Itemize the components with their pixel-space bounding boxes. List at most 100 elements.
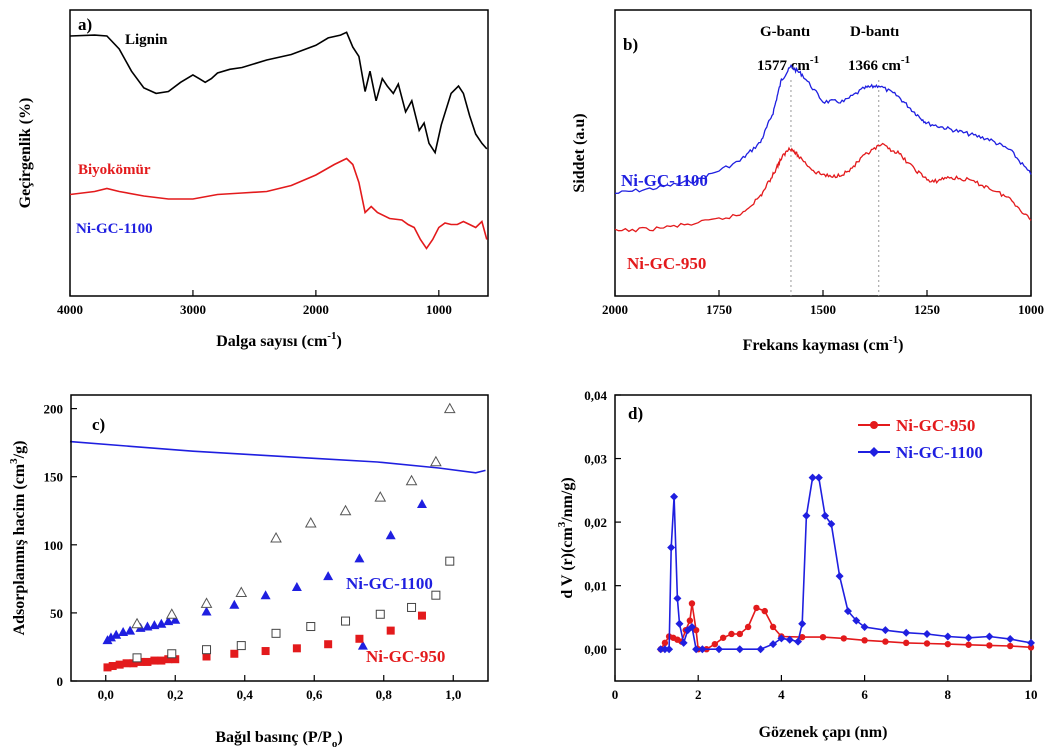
panel-c-xtick-label: 0,0 — [98, 687, 114, 702]
panel-c-label: c) — [92, 415, 105, 434]
panel-c-xtick-label: 0,2 — [167, 687, 183, 702]
panel-c-point-1 — [304, 516, 317, 528]
panel-c-point-2 — [143, 657, 152, 666]
panel-c-point-0 — [357, 640, 368, 650]
panel-b-xtick-label: 1750 — [706, 302, 732, 317]
panel-d-xtick-label: 0 — [612, 687, 619, 702]
panel-c-point-3 — [236, 641, 246, 651]
panel-d-point-0 — [944, 640, 951, 648]
panel-c-point-0 — [323, 571, 334, 581]
panel-d-point-1 — [821, 511, 830, 520]
panel-c-point-1 — [339, 504, 352, 516]
panel-a-xlabel: Dalga sayısı (cm-1) — [216, 330, 342, 350]
panel-b-xtick-label: 1500 — [810, 302, 836, 317]
panel-a-xunit-sup: -1 — [327, 330, 336, 342]
panel-d-point-0 — [840, 635, 847, 642]
panel-c-yunit: cm — [11, 463, 28, 484]
panel-c-point-0 — [111, 629, 122, 639]
panel-d-point-1 — [769, 640, 778, 649]
panel-a-ylabel: Geçirgenlik (%) — [17, 98, 34, 209]
panel-d-ytick-label: 0,04 — [584, 388, 607, 403]
panel-c-xtick-label: 1,0 — [445, 687, 461, 702]
series-label-ni-gc-1100-a: Ni-GC-1100 — [76, 221, 153, 237]
panel-c-xlabel-text: Bağıl basınç — [215, 729, 298, 746]
panel-d-point-1 — [698, 645, 707, 654]
panel-c-point-3 — [341, 616, 351, 626]
panel-c-point-2 — [108, 662, 117, 671]
panel-d-xtick-label: 8 — [945, 687, 952, 702]
panel-d-point-0 — [1007, 642, 1014, 650]
panel-d-point-1 — [1006, 635, 1015, 644]
panel-d-point-1 — [777, 634, 786, 643]
panel-c-xlabel-p: P/P — [308, 729, 332, 746]
panel-d-point-1 — [1027, 638, 1035, 647]
panel-d-point-1 — [881, 626, 890, 635]
panel-c-point-2 — [171, 655, 180, 664]
panel-d-point-0 — [661, 639, 669, 647]
series-label-ni-gc-1100-c: Ni-GC-1100 — [346, 574, 433, 593]
panel-c-xtick-label: 0,8 — [376, 687, 393, 702]
band-g-sup: -1 — [810, 54, 819, 66]
panel-c-ylabel-text: Adsorplanmış hacim — [11, 493, 28, 635]
panel-d-point-0 — [692, 626, 700, 634]
panel-a-xunit: cm — [307, 333, 328, 350]
panel-c-xlabel: Bağıl basınç (P/Po) — [215, 729, 342, 750]
panel-d-point-1 — [687, 622, 696, 631]
panel-c-point-0 — [118, 626, 129, 636]
panel-d-xtick-label: 4 — [778, 687, 785, 702]
panel-b-raman: b) G-bantı 1577 cm-1 D-bantı 1366 cm-1 F… — [571, 9, 1044, 354]
panel-c-ytick-label: 100 — [44, 538, 64, 553]
panel-d-point-0 — [744, 623, 752, 631]
panel-d-point-1 — [852, 616, 861, 625]
panel-c-point-2 — [103, 663, 112, 672]
panel-d-point-1 — [660, 645, 669, 654]
panel-c-ytick-label: 50 — [50, 606, 63, 621]
panel-c-point-3 — [431, 590, 441, 600]
panel-a-label: a) — [78, 15, 92, 34]
panel-c-point-0 — [416, 498, 427, 508]
panel-d-point-0 — [965, 641, 972, 648]
panel-b-series-line-0 — [614, 64, 1032, 195]
panel-c-point-2 — [355, 634, 364, 643]
panel-d-point-1 — [860, 622, 869, 631]
panel-d-point-1 — [964, 633, 973, 642]
panel-b-xtick-label: 1250 — [914, 302, 940, 317]
panel-d-point-0 — [799, 633, 806, 641]
panel-d-ylabel: d V (r)(cm3/nm/g) — [556, 477, 576, 598]
panel-d-label: d) — [628, 404, 643, 423]
panel-c-point-1 — [430, 455, 442, 467]
panel-c-frame — [70, 394, 489, 682]
panel-d-point-1 — [835, 572, 844, 581]
panel-d-point-1 — [673, 594, 682, 603]
panel-d-point-0 — [923, 640, 931, 647]
panel-a-xtick-label: 3000 — [180, 302, 206, 317]
panel-d-point-1 — [656, 645, 665, 654]
panel-d-point-1 — [715, 645, 723, 654]
panel-c-ytick-label: 150 — [44, 470, 64, 485]
panel-c-point-2 — [115, 660, 124, 669]
panel-c-point-0 — [105, 632, 116, 642]
series-label-ni-gc-950-c: Ni-GC-950 — [366, 647, 445, 666]
panel-d-xtick-label: 10 — [1025, 687, 1038, 702]
panel-d-point-1 — [735, 645, 744, 654]
panel-d-xtick-label: 6 — [861, 687, 868, 702]
panel-d-point-1 — [843, 607, 852, 616]
band-d-sup: -1 — [901, 54, 910, 66]
panel-c-point-0 — [156, 618, 167, 628]
panel-c-point-2 — [157, 656, 166, 665]
panel-c-point-1 — [270, 531, 282, 543]
panel-a-series-line-1 — [69, 157, 488, 250]
panel-c-point-0 — [142, 621, 153, 631]
panel-c-point-1 — [443, 402, 456, 414]
panel-b-xlabel-text: Frekans kayması — [743, 337, 860, 354]
panel-c-point-1 — [405, 474, 418, 486]
panel-c-point-2 — [129, 659, 138, 668]
panel-d-point-1 — [785, 635, 794, 644]
band-d-unit: cm — [882, 58, 902, 74]
panel-c-point-3 — [271, 628, 281, 638]
panel-b-xtick-label: 1000 — [1018, 302, 1044, 317]
panel-d-yunit-sup: 3 — [556, 521, 568, 527]
panel-a-xlabel-text: Dalga sayısı — [216, 333, 298, 350]
panel-c-yunit-sup: 3 — [8, 458, 20, 464]
